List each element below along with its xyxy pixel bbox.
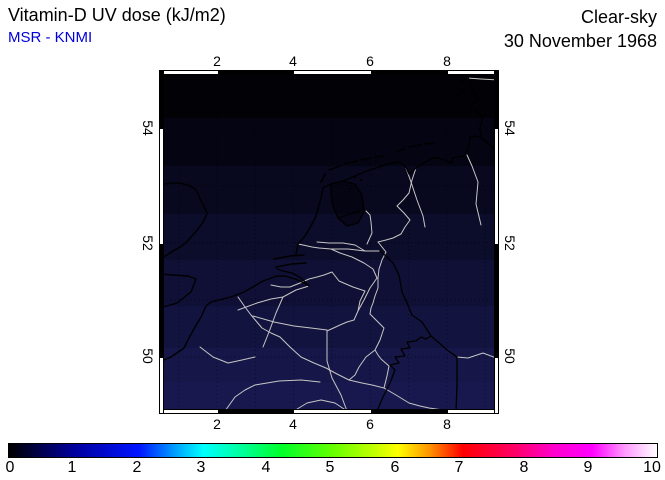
colorbar-tick-0: 0 <box>5 459 15 476</box>
date-label: 30 November 1968 <box>503 31 657 51</box>
coast-east-anglia <box>159 182 208 261</box>
y-tick-right-54: 54 <box>502 120 518 136</box>
colorbar-tick-7: 7 <box>454 459 464 476</box>
river-main <box>456 352 499 360</box>
border-de-dk <box>466 77 499 81</box>
coast-schleswig <box>467 70 484 139</box>
y-tick-left-52: 52 <box>140 235 156 251</box>
map-panel <box>159 70 499 414</box>
frame-top <box>159 70 499 75</box>
borders <box>237 77 499 412</box>
dose-band <box>159 382 499 414</box>
border-fr-be-de <box>237 296 457 412</box>
colorbar-tick-9: 9 <box>583 459 593 476</box>
y-tick-right-52: 52 <box>502 235 518 251</box>
data-source-label: MSR - KNMI <box>8 29 93 46</box>
coast-holland <box>295 187 324 255</box>
border-lux-west <box>348 349 376 381</box>
colorbar-tick-1: 1 <box>67 459 77 476</box>
border-be-nl <box>270 271 366 312</box>
frame-bottom <box>159 409 499 414</box>
colorbar-tick-2: 2 <box>132 459 142 476</box>
coastlines <box>159 70 499 363</box>
condition-and-date: Clear-sky 30 November 1968 <box>504 5 657 53</box>
colorbar-tick-6: 6 <box>390 459 400 476</box>
y-tick-left-50: 50 <box>140 348 156 364</box>
dose-band <box>159 260 499 306</box>
colorbar <box>8 443 658 458</box>
border-nl-de <box>369 167 417 315</box>
river-somme <box>199 346 256 364</box>
river-lek <box>316 241 366 252</box>
y-tick-right-50: 50 <box>502 348 518 364</box>
colorbar-tick-3: 3 <box>196 459 206 476</box>
x-tick-bottom-2: 2 <box>213 416 221 432</box>
coast-zeeland-island-1 <box>275 262 307 268</box>
river-ems <box>405 167 426 228</box>
x-tick-bottom-4: 4 <box>289 416 297 432</box>
lake-markermeer-dike <box>337 210 360 219</box>
river-sambre <box>252 315 328 331</box>
coast-zeeland-island-2 <box>273 254 305 260</box>
river-weser <box>466 154 482 226</box>
coast-kent-thames <box>159 273 197 309</box>
uv-dose-map <box>159 70 499 414</box>
x-tick-bottom-8: 8 <box>443 416 451 432</box>
river-leie <box>237 296 284 311</box>
graticule <box>159 70 499 414</box>
x-tick-top-2: 2 <box>213 53 221 69</box>
condition-label: Clear-sky <box>580 7 657 27</box>
x-tick-top-6: 6 <box>366 53 374 69</box>
dose-band <box>159 348 499 382</box>
river-moselle <box>376 335 432 412</box>
river-rhine <box>379 250 458 412</box>
rivers <box>199 154 499 412</box>
coast-german-bight <box>415 135 482 169</box>
river-scheldt <box>262 285 310 348</box>
x-tick-top-4: 4 <box>289 53 297 69</box>
lake-ijsselmeer <box>330 180 365 227</box>
frame-left <box>159 70 164 414</box>
dose-band <box>159 70 499 118</box>
x-tick-bottom-6: 6 <box>366 416 374 432</box>
dose-band <box>159 306 499 348</box>
page-title: Vitamin-D UV dose (kJ/m2) <box>8 5 226 25</box>
dose-band <box>159 118 499 166</box>
river-ijssel <box>365 210 373 245</box>
wadden-islands <box>320 77 468 183</box>
colorbar-tick-4: 4 <box>261 459 271 476</box>
river-waal <box>297 243 381 252</box>
small-lakes <box>349 175 363 190</box>
river-oise-aisne <box>224 379 321 412</box>
coast-france-belgium-zeeland <box>159 268 310 363</box>
major-rivers <box>376 250 458 412</box>
colorbar-tick-10: 10 <box>643 459 661 476</box>
x-tick-top-8: 8 <box>443 53 451 69</box>
colorbar-tick-5: 5 <box>325 459 335 476</box>
colorbar-tick-8: 8 <box>519 459 529 476</box>
y-tick-left-54: 54 <box>140 120 156 136</box>
frame-right <box>494 70 499 414</box>
dose-band <box>159 166 499 214</box>
dose-band <box>159 214 499 260</box>
river-marne <box>293 399 348 412</box>
